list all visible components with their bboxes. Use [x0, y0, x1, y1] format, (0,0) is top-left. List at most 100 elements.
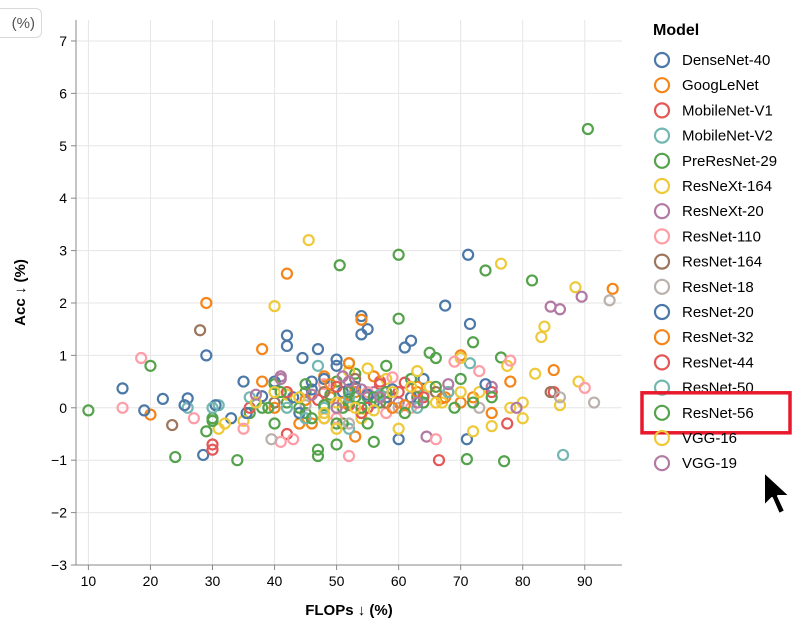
- data-point: [262, 401, 275, 414]
- data-point: [479, 264, 492, 277]
- data-point: [429, 396, 442, 409]
- y-tick-label: 2: [59, 295, 67, 311]
- data-point: [485, 385, 498, 399]
- data-point: [318, 385, 331, 399]
- data-point: [380, 359, 393, 372]
- data-point: [330, 396, 343, 409]
- y-tick-label: 0: [59, 400, 67, 416]
- data-point: [553, 399, 567, 412]
- legend-marker: [653, 228, 671, 245]
- data-point: [504, 401, 517, 414]
- legend-marker: [653, 455, 671, 472]
- legend-marker: [653, 303, 671, 321]
- x-tick-label: 90: [577, 573, 593, 589]
- legend-label: ResNet-110: [682, 228, 761, 245]
- data-point: [392, 248, 405, 261]
- data-point: [454, 372, 467, 386]
- data-point: [209, 399, 222, 412]
- data-point: [318, 378, 331, 391]
- data-point: [525, 274, 539, 287]
- legend-marker: [653, 51, 671, 69]
- legend-label: ResNet-32: [682, 329, 754, 346]
- data-point: [342, 417, 356, 430]
- data-point: [342, 449, 356, 463]
- legend-label: ResNet-164: [682, 254, 762, 271]
- data-point: [268, 300, 281, 313]
- legend-label: MobileNet-V2: [682, 128, 773, 145]
- data-point: [206, 414, 219, 427]
- data-point: [466, 396, 480, 409]
- data-point: [510, 401, 523, 414]
- data-point: [256, 342, 269, 356]
- data-point: [193, 324, 207, 337]
- data-point: [293, 391, 306, 404]
- x-tick-label: 50: [329, 573, 345, 589]
- data-point: [504, 375, 517, 388]
- data-point: [280, 385, 294, 399]
- x-tick-label: 40: [267, 573, 283, 589]
- data-point: [296, 351, 309, 365]
- data-point: [187, 412, 200, 425]
- highlight-box: [640, 391, 792, 435]
- y-tick-label: −3: [51, 557, 67, 573]
- data-point: [274, 372, 287, 386]
- legend-label: VGG-19: [682, 455, 737, 472]
- data-point: [386, 371, 399, 384]
- data-point: [280, 401, 294, 414]
- mouse-cursor-icon: [763, 471, 791, 515]
- data-point: [516, 412, 529, 425]
- data-point: [305, 375, 318, 388]
- data-point: [237, 375, 250, 388]
- data-point: [373, 391, 387, 404]
- data-point: [460, 433, 473, 446]
- legend-label: ResNet-20: [682, 304, 754, 321]
- data-point: [178, 399, 191, 412]
- data-point: [349, 367, 362, 380]
- data-point: [404, 372, 418, 386]
- data-point: [404, 334, 418, 347]
- data-point: [135, 351, 148, 365]
- data-point: [485, 420, 498, 433]
- data-point: [138, 404, 151, 417]
- data-point: [367, 391, 380, 404]
- data-point: [398, 341, 411, 354]
- data-point: [324, 378, 337, 391]
- data-point: [501, 417, 514, 430]
- data-point: [249, 396, 263, 409]
- data-point: [311, 342, 325, 356]
- data-point: [231, 454, 244, 467]
- data-point: [268, 417, 281, 430]
- data-point: [442, 378, 455, 391]
- data-point: [367, 404, 380, 417]
- data-point: [473, 385, 486, 399]
- data-point: [466, 336, 480, 349]
- legend-marker: [653, 429, 671, 447]
- data-point: [367, 370, 380, 383]
- data-point: [200, 425, 213, 438]
- data-point: [330, 417, 343, 430]
- data-point: [218, 417, 232, 430]
- data-point: [361, 323, 374, 336]
- data-point: [299, 412, 312, 425]
- data-point: [355, 309, 368, 323]
- legend-marker: [653, 77, 671, 94]
- data-point: [538, 320, 551, 333]
- grid: [76, 20, 622, 566]
- data-point: [448, 355, 461, 368]
- data-point: [200, 296, 213, 310]
- data-point: [448, 401, 461, 414]
- data-point: [318, 399, 331, 412]
- data-point: [392, 422, 405, 435]
- data-point: [355, 383, 368, 396]
- data-point: [299, 399, 312, 412]
- y-tick-label: 4: [59, 190, 67, 206]
- data-point: [330, 353, 343, 366]
- y-tick-label: 6: [59, 85, 67, 101]
- data-point: [311, 449, 325, 463]
- data-point: [349, 401, 362, 414]
- data-point: [144, 359, 157, 372]
- data-point: [429, 433, 442, 446]
- legend-marker: [653, 177, 671, 195]
- legend-label: MobileNet-V1: [682, 102, 773, 119]
- data-point: [439, 299, 452, 312]
